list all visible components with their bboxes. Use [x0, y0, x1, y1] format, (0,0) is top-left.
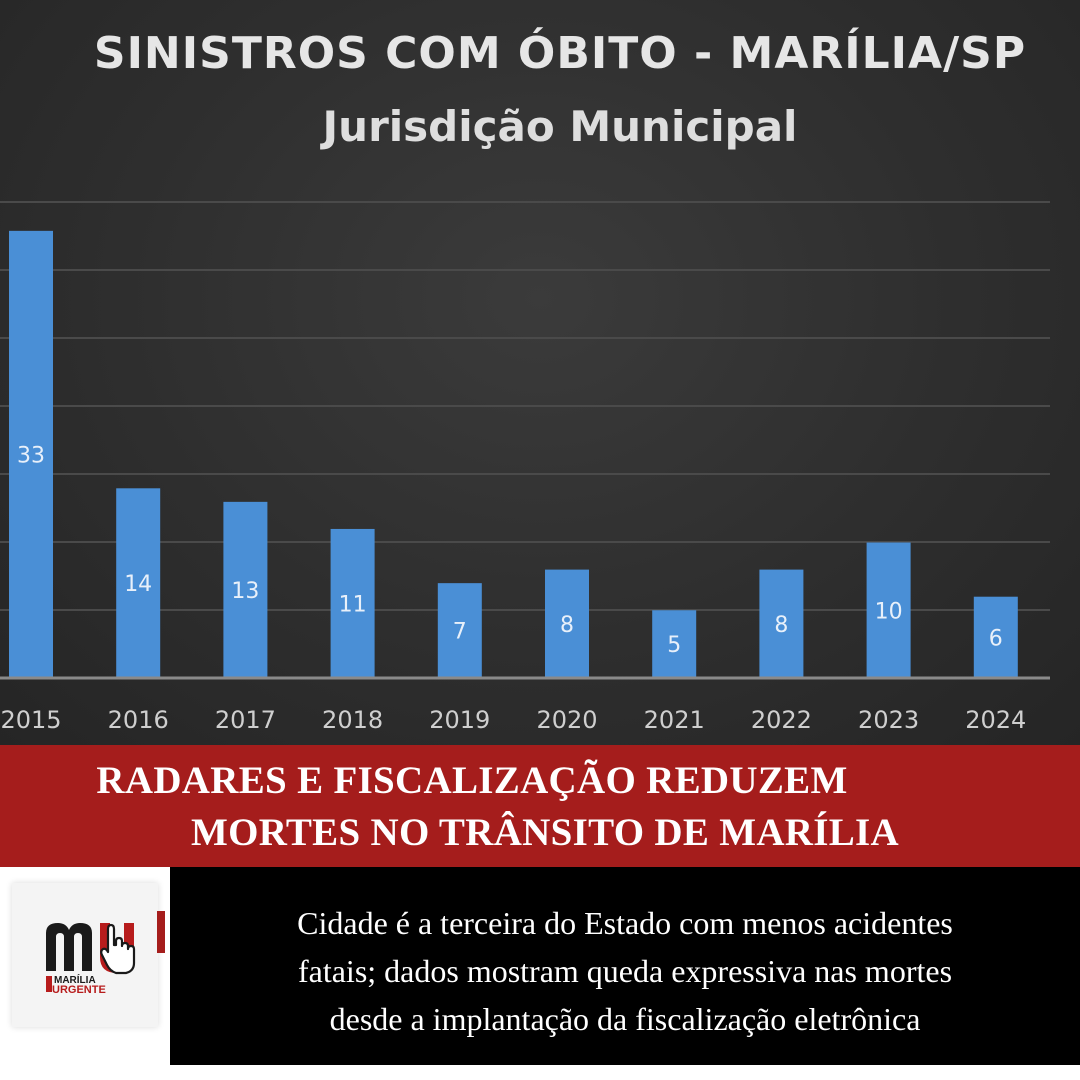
x-tick-2019: 2019: [429, 706, 490, 734]
red-accent-bar: [157, 911, 165, 953]
data-label-2021: 5: [667, 633, 681, 658]
data-label-2020: 8: [560, 613, 574, 638]
x-tick-labels: 2015 2016 2017 2018 2019 2020 2021 2022 2023 2024: [0, 706, 1026, 734]
x-tick-2023: 2023: [858, 706, 919, 734]
logo-icon: MARÍLIA URGENTE: [46, 923, 136, 996]
summary-text: Cidade é a terceira do Estado com menos …: [170, 899, 1080, 1043]
bar-2021: [652, 610, 697, 678]
x-tick-2017: 2017: [215, 706, 276, 734]
x-tick-2020: 2020: [536, 706, 597, 734]
bar-2024: [973, 596, 1018, 678]
marilia-urgente-logo: MARÍLIA URGENTE: [12, 883, 158, 1027]
x-tick-2022: 2022: [751, 706, 812, 734]
data-label-2023: 10: [875, 599, 903, 624]
data-label-2022: 8: [774, 613, 788, 638]
bar-2018: [330, 528, 375, 678]
summary-line-3: desde a implantação da fiscalização elet…: [329, 1001, 921, 1037]
chart-title: SINISTROS COM ÓBITO - MARÍLIA/SP: [93, 28, 1027, 79]
x-tick-2015: 2015: [0, 706, 61, 734]
summary-line-1: Cidade é a terceira do Estado com menos …: [297, 905, 953, 941]
data-label-2015: 33: [17, 443, 45, 468]
data-label-2024: 6: [989, 626, 1003, 651]
data-labels: 33 14 13 11 7 8 5 8 10 6: [17, 443, 1003, 658]
chart-subtitle: Jurisdição Municipal: [322, 102, 798, 151]
logo-text-line1: MARÍLIA: [54, 973, 96, 986]
data-label-2016: 14: [124, 572, 152, 597]
bar-2020: [545, 569, 589, 678]
bar-2016: [116, 488, 161, 678]
data-label-2017: 13: [231, 579, 259, 604]
headline-line-1: RADARES E FISCALIZAÇÃO REDUZEM: [96, 759, 848, 802]
x-tick-2021: 2021: [644, 706, 705, 734]
bar-2015: [9, 230, 53, 678]
bars: [9, 230, 1018, 678]
bar-2022: [759, 569, 804, 678]
summary-line-2: fatais; dados mostram queda expressiva n…: [297, 953, 953, 989]
x-tick-2024: 2024: [965, 706, 1026, 734]
x-tick-2018: 2018: [322, 706, 383, 734]
x-tick-2016: 2016: [108, 706, 169, 734]
bar-2017: [223, 501, 268, 678]
data-label-2019: 7: [453, 620, 467, 645]
gridlines: [0, 201, 1050, 611]
logo-text-line2: URGENTE: [52, 984, 106, 996]
bottom-strip: MARÍLIA URGENTE Cidade é a terceira do E…: [0, 867, 1080, 1080]
bar-2019: [437, 583, 482, 678]
chart-panel: SINISTROS COM ÓBITO - MARÍLIA/SP Jurisdi…: [0, 0, 1080, 745]
bar-chart: 33 14 13 11 7 8 5 8 10 6 2015 2016 2017 2018 2019 2020…: [0, 201, 1050, 734]
bar-2023: [866, 542, 911, 678]
headline-line-2: MORTES NO TRÂNSITO DE MARÍLIA: [190, 811, 899, 854]
summary-box: Cidade é a terceira do Estado com menos …: [170, 867, 1080, 1065]
data-label-2018: 11: [339, 592, 367, 617]
headline-band: RADARES E FISCALIZAÇÃO REDUZEM MORTES NO…: [0, 745, 1080, 867]
